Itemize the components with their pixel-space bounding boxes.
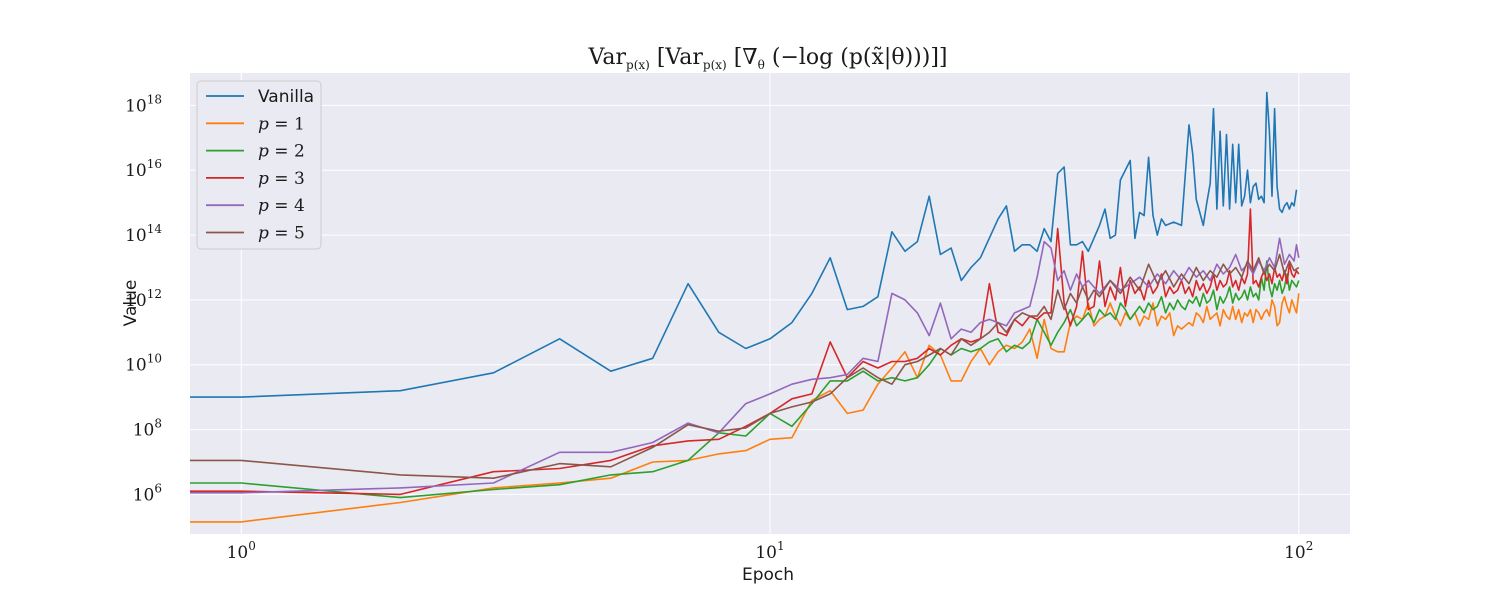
series-line-p3 <box>190 208 1300 496</box>
x-tick-label: 101 <box>755 539 784 563</box>
legend-item: p = 3 <box>206 169 305 189</box>
x-tick-labels: 100 101 102 <box>227 539 1314 563</box>
legend: Vanilla p = 1 p = 2 p = 3 p = 4 p = 5 <box>196 80 322 250</box>
legend-item: p = 2 <box>206 142 305 162</box>
y-tick-label: 1018 <box>125 92 162 116</box>
series-line-p1 <box>190 293 1300 523</box>
legend-item: p = 4 <box>206 196 305 216</box>
y-tick-label: 1010 <box>125 352 162 376</box>
x-axis-label: Epoch <box>742 565 794 585</box>
series-line-vanilla <box>190 91 1298 398</box>
series-line-p2 <box>190 260 1300 499</box>
y-tick-label: 108 <box>133 417 162 441</box>
y-tick-label: 106 <box>133 481 162 505</box>
x-tick-label: 102 <box>1284 539 1313 563</box>
legend-item: Vanilla <box>206 87 314 107</box>
y-tick-label: 1014 <box>125 222 162 246</box>
legend-item: p = 5 <box>206 224 305 244</box>
legend-label: Vanilla <box>258 87 314 107</box>
legend-label: p = 5 <box>258 224 305 244</box>
x-tick-label: 100 <box>227 539 256 563</box>
legend-label: p = 3 <box>258 169 305 189</box>
y-axis-label: Value <box>121 280 141 327</box>
series-line-p4 <box>190 237 1300 494</box>
legend-label: p = 4 <box>258 196 305 216</box>
legend-item: p = 1 <box>206 114 305 134</box>
y-tick-labels: 106 108 1010 1012 1014 1016 1018 <box>125 92 162 505</box>
series-lines <box>190 91 1300 523</box>
legend-label: p = 2 <box>258 142 305 162</box>
legend-label: p = 1 <box>258 114 305 134</box>
chart-title: Varp(x) [Varp(x) [∇θ (−log (p(x̃|θ)))]] <box>588 45 948 72</box>
series-line-p5 <box>190 253 1300 479</box>
y-tick-label: 1012 <box>125 287 162 311</box>
y-tick-label: 1016 <box>125 157 162 181</box>
